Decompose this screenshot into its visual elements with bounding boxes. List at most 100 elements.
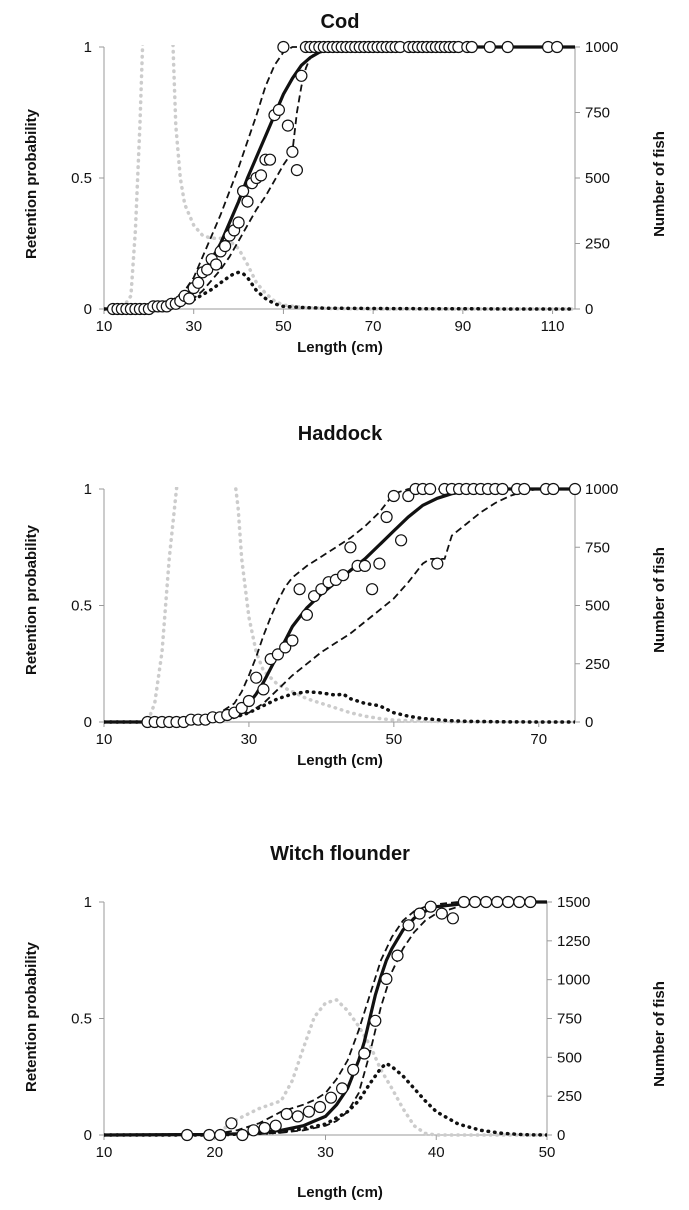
y-tick-label: 0	[84, 301, 92, 318]
observed-point	[496, 482, 509, 496]
observed-point	[247, 1124, 260, 1137]
observed-point	[219, 240, 232, 253]
observed-point	[395, 534, 408, 547]
y2-tick-label: 0	[557, 1127, 565, 1144]
y2-axis-label: Number of fish	[651, 131, 668, 237]
observed-point	[550, 40, 564, 54]
y-tick-label: 0.5	[71, 1011, 92, 1028]
observed-point	[387, 489, 400, 503]
observed-point	[413, 907, 426, 920]
observed-point	[358, 559, 371, 573]
y-axis-label: Retention probability	[23, 524, 40, 675]
x-tick-label: 30	[185, 318, 202, 335]
retention-curve	[104, 45, 575, 311]
observed-point	[183, 292, 196, 305]
observed-point	[225, 1117, 238, 1130]
y2-tick-label: 500	[557, 1049, 582, 1066]
observed-point	[366, 583, 379, 596]
x-tick-label: 50	[386, 731, 403, 748]
observed-point	[524, 895, 537, 909]
observed-point	[241, 195, 254, 208]
y-axis-label: Retention probability	[23, 941, 40, 1092]
y2-tick-label: 750	[585, 539, 610, 556]
observed-point	[465, 40, 478, 54]
observed-point	[501, 40, 514, 54]
observed-point	[380, 972, 393, 986]
observed-point	[242, 694, 255, 708]
ci-upper-line	[104, 488, 467, 723]
observed-point	[302, 1105, 315, 1118]
observed-point	[181, 1128, 194, 1142]
observed-point	[281, 119, 294, 132]
total-count-line	[104, 45, 575, 311]
x-tick-label: 20	[206, 1144, 223, 1161]
observed-point	[568, 482, 582, 496]
observed-point	[337, 569, 350, 582]
total-count-line	[104, 487, 575, 724]
observed-point	[313, 1100, 327, 1114]
observed-point	[295, 69, 308, 82]
y2-axis-label: Number of fish	[651, 547, 668, 653]
observed-point	[491, 895, 504, 909]
retained-count-line	[104, 689, 575, 724]
observed-point	[518, 482, 531, 496]
observed-point	[290, 164, 303, 177]
observed-point	[214, 1128, 227, 1142]
y-tick-label: 1	[84, 894, 92, 911]
observed-point	[324, 1091, 338, 1104]
observed-point	[391, 949, 404, 962]
y2-tick-label: 1250	[557, 933, 590, 950]
observed-point	[358, 1047, 371, 1060]
observed-point	[424, 900, 437, 913]
x-tick-label: 90	[455, 318, 472, 335]
panel-cod: Cod Length (cm) Retention probability Nu…	[23, 11, 668, 356]
chart-title: Haddock	[298, 423, 383, 445]
observed-point	[286, 634, 299, 647]
y2-tick-label: 1000	[585, 481, 618, 498]
y2-tick-label: 0	[585, 301, 593, 318]
observed-point	[272, 103, 285, 117]
observed-point	[263, 153, 277, 166]
chart-title: Witch flounder	[270, 843, 410, 865]
observed-point	[236, 1128, 249, 1142]
observed-point	[336, 1082, 349, 1095]
y2-tick-label: 0	[585, 714, 593, 731]
y2-tick-label: 500	[585, 598, 610, 615]
observed-point	[502, 895, 515, 909]
observed-point	[369, 1014, 382, 1027]
observed-point	[483, 40, 496, 54]
x-axis-label: Length (cm)	[297, 339, 383, 356]
retained-count-line	[104, 1061, 547, 1137]
observed-point	[250, 671, 263, 684]
observed-point	[402, 489, 415, 503]
y-tick-label: 0.5	[71, 170, 92, 187]
x-tick-label: 50	[539, 1144, 556, 1161]
observed-point	[277, 40, 290, 54]
y2-tick-label: 1000	[557, 972, 590, 989]
retention-curve	[104, 487, 575, 724]
observed-point	[468, 895, 482, 909]
chart-title: Cod	[321, 11, 360, 33]
observed-point	[254, 169, 268, 182]
observed-point	[513, 895, 526, 909]
observed-point	[237, 185, 250, 198]
observed-point	[192, 276, 205, 289]
observed-point	[435, 907, 448, 920]
observed-point	[210, 258, 223, 271]
observed-point	[446, 912, 459, 925]
observed-point	[457, 895, 470, 909]
observed-point	[347, 1063, 360, 1076]
observed-point	[235, 701, 248, 715]
y2-tick-label: 1000	[585, 39, 618, 56]
x-tick-label: 50	[275, 318, 292, 335]
x-tick-label: 10	[96, 318, 113, 335]
observed-point	[286, 145, 299, 158]
y-tick-label: 1	[84, 481, 92, 498]
x-tick-label: 70	[365, 318, 382, 335]
y2-tick-label: 750	[557, 1011, 582, 1028]
observed-point	[547, 482, 560, 496]
y-tick-label: 0.5	[71, 598, 92, 615]
observed-point	[380, 510, 393, 524]
